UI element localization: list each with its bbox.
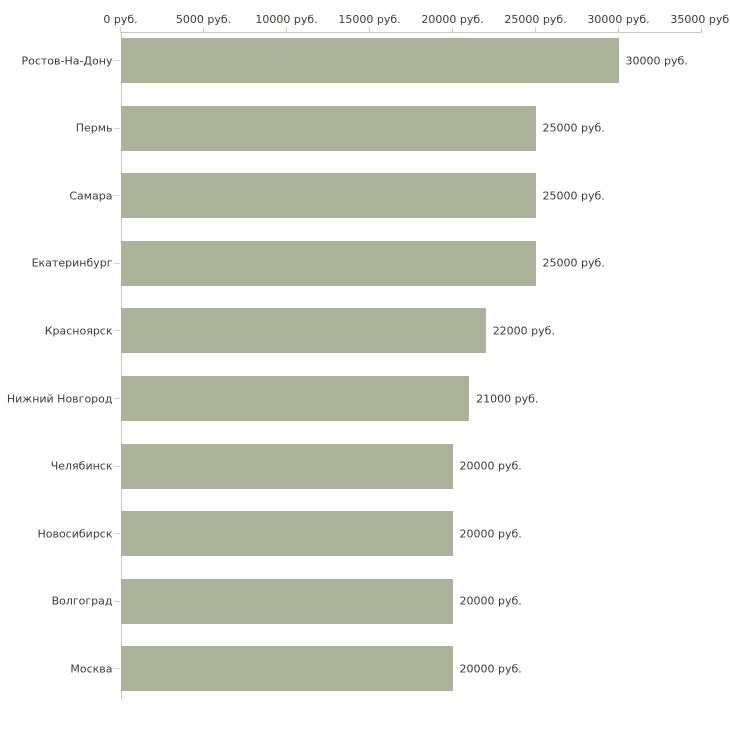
category-tick-mark xyxy=(114,533,120,535)
x-tick-mark xyxy=(701,26,702,33)
category-tick-mark xyxy=(114,262,120,264)
category-tick-mark xyxy=(114,465,120,467)
value-label: 22000 руб. xyxy=(492,324,555,338)
category-label: Пермь xyxy=(75,121,113,135)
value-label: 21000 руб. xyxy=(476,392,539,405)
category-tick-mark xyxy=(114,127,120,129)
value-label: 30000 руб. xyxy=(625,54,688,67)
category-tick-mark xyxy=(114,330,120,332)
value-label: 25000 руб. xyxy=(542,256,605,270)
value-label: 25000 руб. xyxy=(542,121,605,135)
x-tick-mark xyxy=(286,26,287,33)
x-tick-label: 0 руб. xyxy=(103,13,138,26)
category-label: Екатеринбург xyxy=(31,256,113,270)
category-label: Новосибирск xyxy=(37,527,113,541)
x-tick-label: 10000 руб. xyxy=(255,13,318,26)
category-label: Красноярск xyxy=(44,324,113,338)
x-tick-label: 35000 руб. xyxy=(670,13,730,26)
x-tick-label: 30000 руб. xyxy=(587,13,650,26)
category-label: Челябинск xyxy=(50,459,113,473)
bar xyxy=(121,38,619,83)
category-tick-mark xyxy=(114,668,120,670)
x-tick-mark xyxy=(535,26,536,33)
category-label: Самара xyxy=(69,189,113,203)
bar xyxy=(121,308,486,354)
x-tick-label: 15000 руб. xyxy=(338,13,401,26)
bar xyxy=(121,240,536,286)
x-tick-label: 25000 руб. xyxy=(504,13,567,26)
category-tick-mark xyxy=(114,398,120,399)
y-axis-line xyxy=(120,31,122,700)
bar xyxy=(121,443,453,489)
category-label: Москва xyxy=(70,662,113,676)
x-tick-mark xyxy=(120,26,121,33)
x-tick-mark xyxy=(618,26,619,33)
value-label: 20000 руб. xyxy=(459,459,522,473)
bar xyxy=(121,578,453,624)
category-label: Нижний Новгород xyxy=(6,392,113,405)
bar xyxy=(121,511,453,557)
bar xyxy=(121,376,470,421)
x-tick-label: 20000 руб. xyxy=(421,13,484,26)
x-tick-mark xyxy=(203,26,204,33)
category-label: Ростов-На-Дону xyxy=(21,54,113,67)
bar xyxy=(121,646,453,692)
value-label: 20000 руб. xyxy=(459,662,522,676)
category-tick-mark xyxy=(114,60,120,61)
bar xyxy=(121,173,536,219)
value-label: 20000 руб. xyxy=(459,527,522,541)
x-tick-label: 5000 руб. xyxy=(175,13,232,26)
value-label: 20000 руб. xyxy=(459,594,522,608)
x-tick-mark xyxy=(452,26,453,33)
category-label: Волгоград xyxy=(51,594,113,608)
x-axis-line xyxy=(120,31,702,33)
category-tick-mark xyxy=(114,600,120,602)
value-label: 25000 руб. xyxy=(542,189,605,203)
bar xyxy=(121,105,536,151)
category-tick-mark xyxy=(114,195,120,197)
x-tick-mark xyxy=(369,26,370,33)
